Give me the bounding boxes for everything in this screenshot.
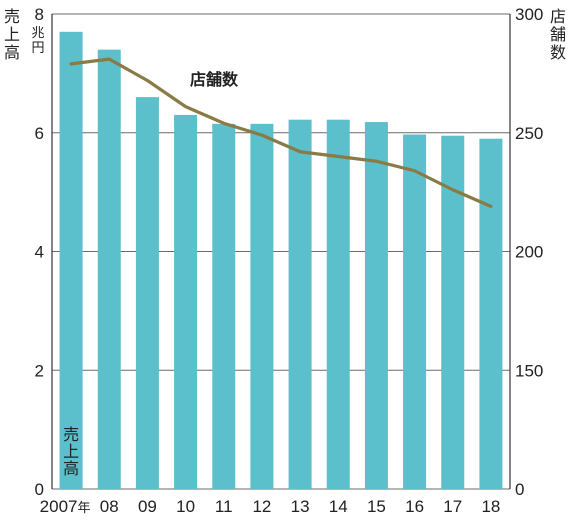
y-left-unit: 兆円 [31, 26, 44, 56]
bar [135, 97, 159, 489]
y-right-title: 店舗数 [550, 7, 566, 62]
y-right-title-char: 店 [550, 7, 566, 26]
bar-series [59, 31, 503, 489]
bar [174, 114, 198, 489]
y-right-tick-label: 150 [515, 361, 543, 380]
line-series [69, 57, 493, 208]
x-tick-label: 12 [252, 497, 271, 516]
line-series-label: 店舗数 [190, 70, 239, 89]
y-left-tick-label: 8 [35, 5, 44, 24]
line-path [69, 57, 493, 208]
x-tick-label: 16 [405, 497, 424, 516]
labels: 0 2 4 6 8 0 150 200 250 300 2007年 08 09 10 11 12 13 14 15 1… [4, 5, 566, 516]
x-tick-label: 08 [100, 497, 119, 516]
bar [403, 134, 427, 489]
bar-series-label-char: 売 [63, 425, 79, 444]
x-tick-label: 13 [291, 497, 310, 516]
x-tick-label: 10 [176, 497, 195, 516]
y-left-unit-char: 円 [31, 41, 44, 56]
bar [288, 119, 312, 489]
bar [212, 123, 236, 489]
bar-series-label-char: 上 [63, 442, 79, 461]
y-right-title-char: 数 [550, 43, 566, 62]
y-left-title-char: 売 [4, 7, 20, 26]
bar [97, 49, 121, 489]
y-left-unit-char: 兆 [31, 26, 44, 41]
x-tick-label: 11 [215, 497, 233, 516]
x-tick-label: 18 [481, 497, 500, 516]
y-right-tick-label: 250 [515, 124, 543, 143]
x-tick-label: 15 [367, 497, 386, 516]
gridlines [52, 13, 510, 490]
y-left-title-char: 高 [4, 43, 20, 62]
x-tick-label: 17 [443, 497, 462, 516]
y-left-tick-label: 4 [35, 243, 44, 262]
x-tick-label: 2007年 [40, 497, 91, 516]
y-right-tick-label: 300 [515, 5, 543, 24]
y-left-title: 売上高 [4, 7, 20, 62]
x-tick-label: 14 [329, 497, 348, 516]
bar-series-label: 売上高 [63, 425, 79, 478]
bar [364, 122, 388, 489]
bar [250, 123, 274, 489]
y-right-tick-label: 0 [515, 480, 524, 499]
x-tick-label: 09 [138, 497, 157, 516]
bar [441, 135, 465, 489]
bar-series-label-char: 高 [63, 459, 79, 478]
axes [51, 14, 511, 489]
y-left-title-char: 上 [4, 25, 20, 44]
bar [59, 31, 83, 489]
y-left-tick-label: 6 [35, 124, 44, 143]
bar [326, 119, 350, 489]
y-left-tick-label: 2 [35, 361, 44, 380]
y-left-tick-label: 0 [35, 480, 44, 499]
bar [479, 138, 503, 489]
y-right-tick-label: 200 [515, 243, 543, 262]
y-right-title-char: 舗 [550, 25, 566, 44]
